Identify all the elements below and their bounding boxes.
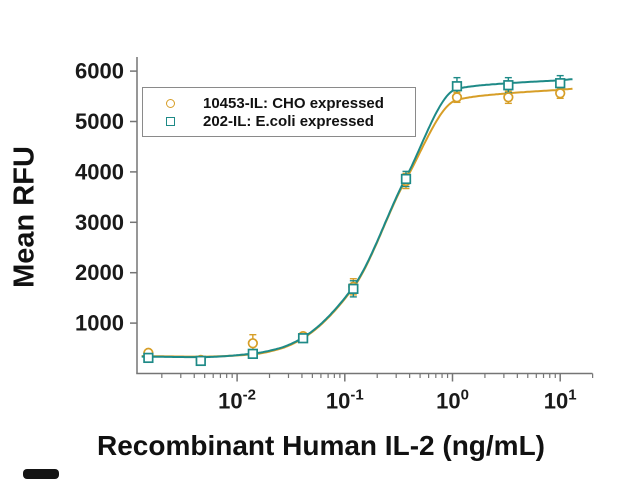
legend-marker-circle-icon xyxy=(166,98,175,108)
svg-text:100: 100 xyxy=(436,387,469,414)
legend-marker-square-icon xyxy=(166,116,175,126)
fit-curve-1 xyxy=(141,78,573,359)
legend-item: 10453-IL: CHO expressed xyxy=(143,95,415,112)
legend: 10453-IL: CHO expressed 202-IL: E.coli e… xyxy=(142,87,416,137)
axes xyxy=(136,57,593,375)
svg-text:6000: 6000 xyxy=(75,59,124,84)
svg-text:1000: 1000 xyxy=(75,311,124,336)
bottom-left-partial-graphic xyxy=(23,469,59,479)
svg-text:2000: 2000 xyxy=(75,260,124,285)
legend-item: 202-IL: E.coli expressed xyxy=(143,113,415,130)
legend-item-label: 202-IL: E.coli expressed xyxy=(203,112,374,130)
y-axis-title: Mean RFU xyxy=(8,146,41,288)
x-axis-title: Recombinant Human IL-2 (ng/mL) xyxy=(97,430,545,461)
y-axis-ticks: 1000 2000 3000 4000 5000 6000 xyxy=(75,59,137,336)
x-axis-ticks: 10-2 10-1 100 101 xyxy=(161,373,594,414)
svg-text:3000: 3000 xyxy=(75,210,124,235)
series-points-1 xyxy=(143,78,566,367)
svg-text:10-2: 10-2 xyxy=(218,387,256,414)
legend-item-label: 10453-IL: CHO expressed xyxy=(203,94,384,112)
svg-text:101: 101 xyxy=(544,387,577,414)
svg-text:5000: 5000 xyxy=(75,109,124,134)
svg-text:4000: 4000 xyxy=(75,159,124,184)
svg-text:10-1: 10-1 xyxy=(326,387,364,414)
